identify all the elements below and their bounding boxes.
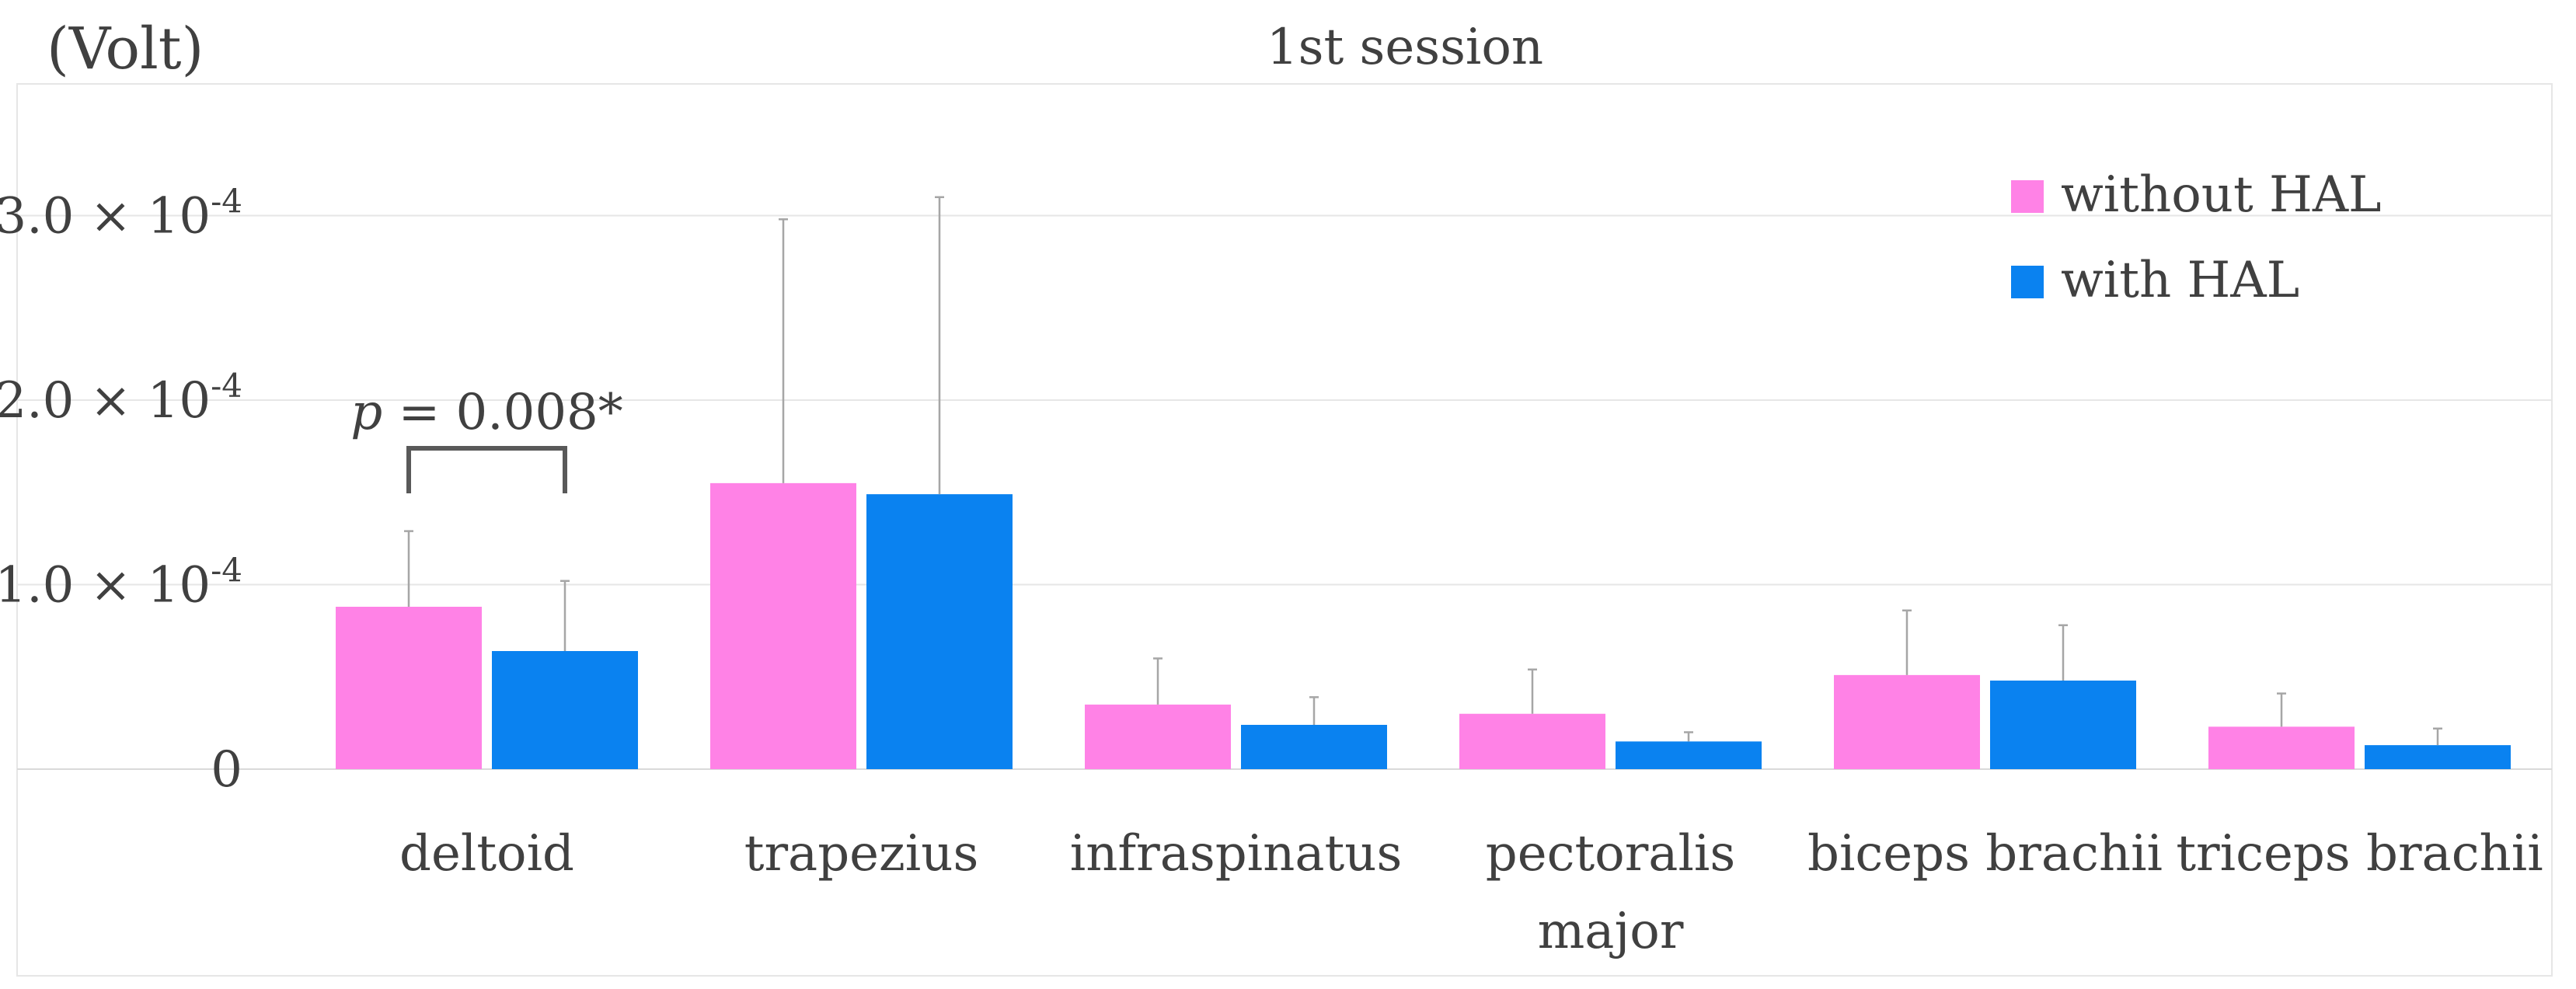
bar (1459, 713, 1605, 769)
bar (1834, 674, 1980, 769)
legend: without HAL with HAL (2011, 166, 2382, 309)
plot-frame (16, 83, 2553, 977)
significance-annotations: p = 0.008* (350, 384, 623, 493)
significance-label: p = 0.008* (350, 384, 623, 441)
x-tick-label: pectoralis (1486, 825, 1735, 883)
x-tick-label: major (1538, 903, 1684, 960)
x-tick-label: trapezius (744, 825, 979, 883)
x-tick-label: triceps brachii (2176, 825, 2543, 883)
bars (336, 482, 2511, 769)
error-bars (404, 196, 2442, 746)
y-axis-ticks: 0 1.0 × 10-4 2.0 × 10-4 3.0 × 10-4 (0, 183, 242, 799)
x-tick-label: deltoid (399, 825, 574, 883)
x-tick-label: biceps brachii (1807, 825, 2163, 883)
y-tick-label: 0 (211, 741, 242, 799)
bar (1616, 741, 1762, 769)
bar (492, 651, 638, 769)
bar (336, 607, 482, 769)
y-tick-label: 1.0 × 10-4 (0, 552, 242, 615)
bar (710, 482, 856, 769)
y-tick-label: 3.0 × 10-4 (0, 183, 242, 246)
bar (1990, 681, 2136, 769)
legend-swatch-with-hal (2011, 266, 2044, 298)
significance-bracket (406, 446, 567, 493)
y-tick-label: 2.0 × 10-4 (0, 367, 242, 430)
bar (866, 494, 1013, 769)
x-tick-label: infraspinatus (1070, 825, 1403, 883)
legend-label-without-hal: without HAL (2061, 166, 2382, 224)
bar (1241, 725, 1387, 769)
legend-label-with-hal: with HAL (2061, 252, 2299, 309)
x-axis-labels: deltoid trapezius infraspinatus pectoralis m… (399, 825, 2543, 960)
bar (1085, 704, 1231, 769)
bar (2208, 726, 2355, 769)
bar (2365, 745, 2511, 769)
y-axis-label: (Volt) (47, 16, 204, 82)
legend-swatch-without-hal (2011, 180, 2044, 213)
chart-title: 1st session (1267, 19, 1543, 76)
